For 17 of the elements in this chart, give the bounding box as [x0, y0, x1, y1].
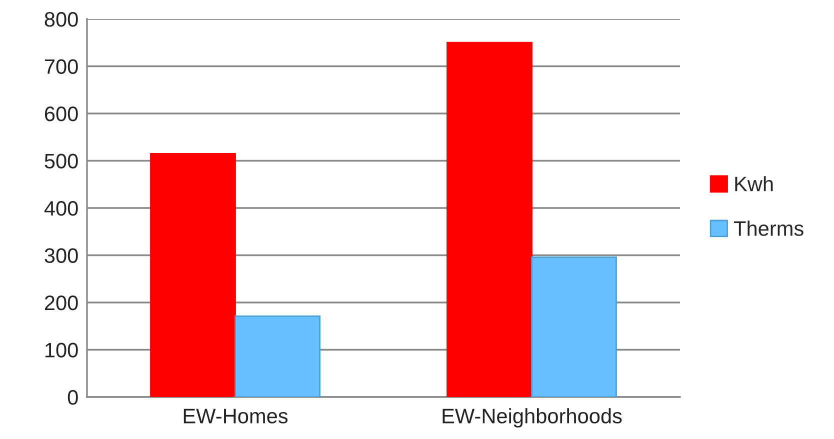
x-tick-label: EW-Homes: [184, 408, 288, 424]
bar: [150, 152, 236, 397]
y-tick-label: 200: [44, 296, 78, 310]
bar: [446, 42, 532, 397]
y-tick-label: 600: [44, 106, 78, 122]
legend-label: Kwh: [735, 176, 773, 192]
x-tick-label: EW-Neighborhoods: [442, 408, 622, 428]
bar: [234, 316, 320, 397]
y-tick-label: 300: [44, 248, 78, 264]
y-tick-label: 800: [44, 12, 78, 27]
y-tick-label: 700: [44, 59, 78, 74]
bar: [531, 256, 617, 397]
y-tick-label: 400: [44, 201, 78, 216]
legend-label: Therms: [734, 220, 804, 236]
y-tick-label: 100: [46, 342, 78, 358]
y-tick-label: 500: [44, 154, 78, 169]
y-tick-label: 0: [68, 390, 78, 405]
